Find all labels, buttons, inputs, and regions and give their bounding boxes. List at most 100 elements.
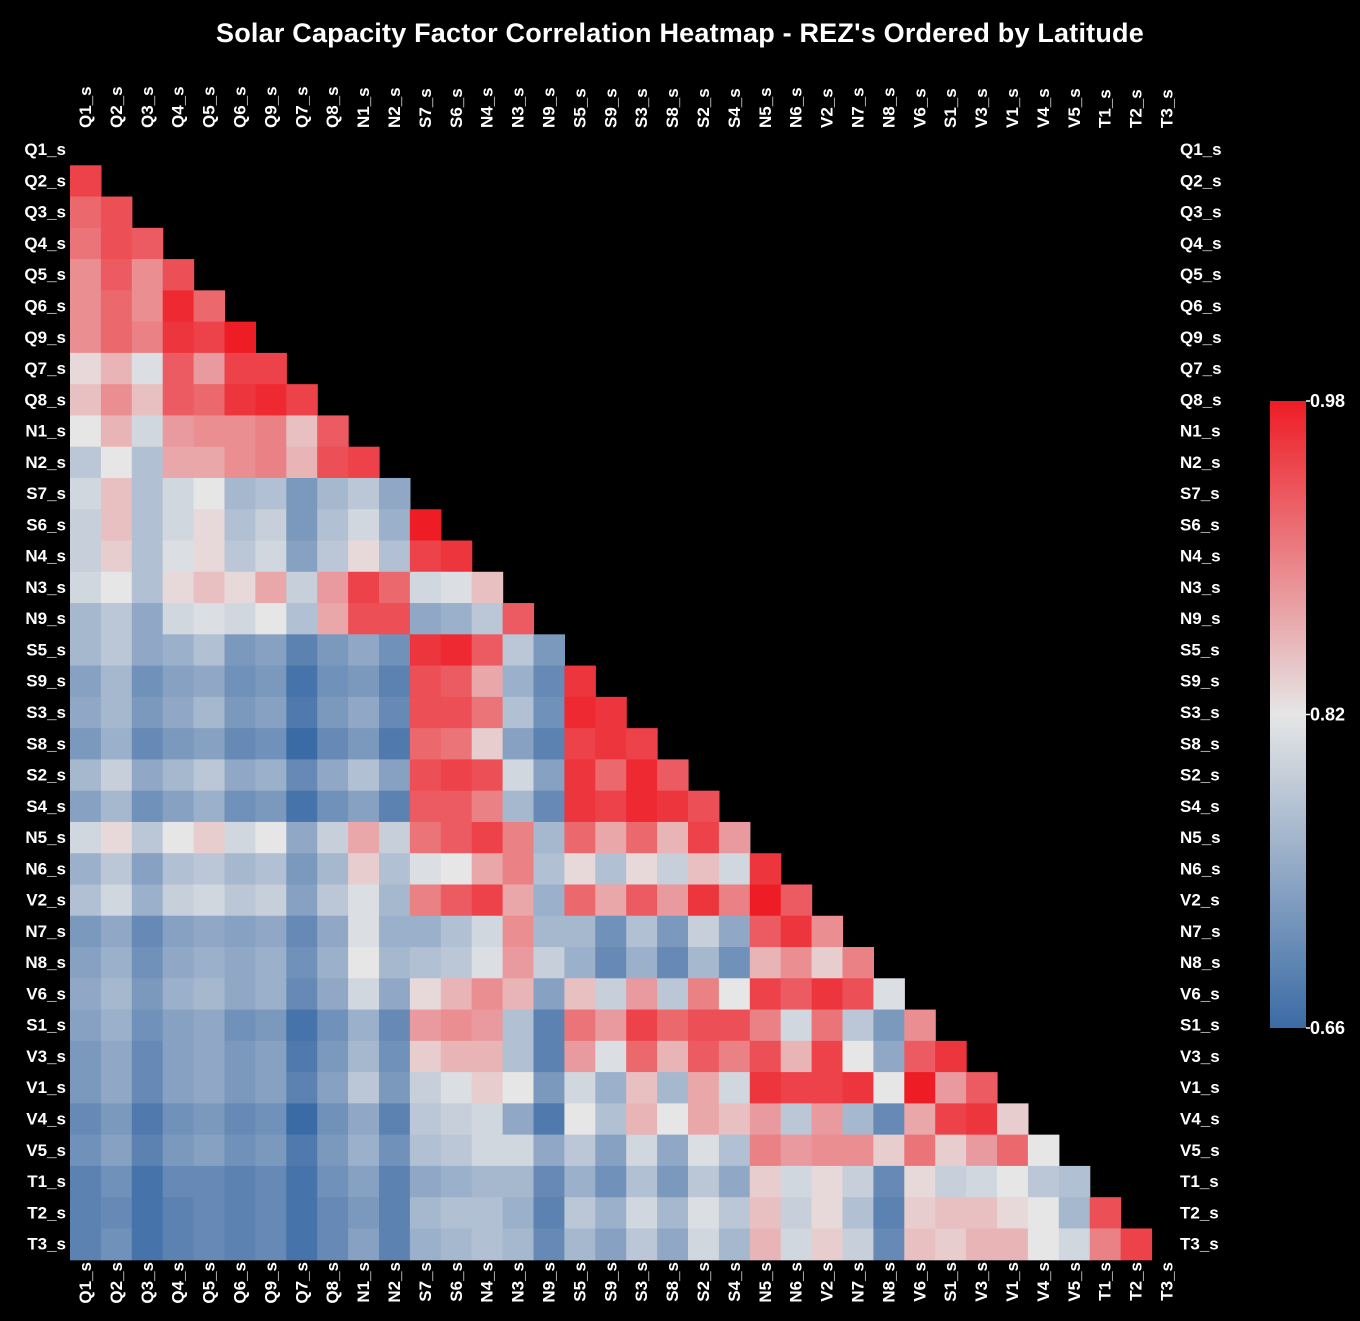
heatmap-cell-V2_s-Q8_s [317,884,349,917]
heatmap-cell-T1_s-N5_s [749,1165,782,1198]
heatmap-cell-S6_s-Q8_s [317,509,349,542]
heatmap-cell-V5_s-V6_s [904,1134,936,1167]
heatmap-cell-S8_s-N3_s [502,728,535,760]
heatmap-cell-V5_s-V1_s [997,1134,1029,1167]
heatmap-cell-S5_s-S6_s [440,634,473,667]
heatmap-cell-S2_s-N1_s [348,759,380,792]
y-tick-label-right-V1_s: V1_s [1180,1078,1220,1097]
y-tick-label-right-T1_s: T1_s [1180,1172,1219,1191]
heatmap-cell-S4_s-S7_s [409,790,442,823]
heatmap-cell-V1_s-S4_s [718,1072,751,1104]
heatmap-cell-N1_s-Q9_s [255,415,287,448]
x-tick-label-bottom-S3_s: S3_s [632,1262,651,1302]
heatmap-cell-V1_s-N3_s [502,1072,535,1104]
heatmap-cell-N7_s-S4_s [718,915,751,948]
heatmap-cell-V1_s-Q9_s [255,1072,287,1104]
heatmap-cell-N3_s-N4_s [471,571,504,604]
heatmap-cell-T2_s-V4_s [1027,1197,1060,1230]
heatmap-cell-N3_s-S6_s [440,571,473,604]
heatmap-cell-S3_s-Q2_s [100,696,133,729]
heatmap-cell-V2_s-Q2_s [100,884,133,917]
heatmap-cell-N7_s-N9_s [533,915,565,948]
heatmap-cell-V1_s-S1_s [935,1072,967,1104]
heatmap-cell-S1_s-S2_s [688,1009,720,1042]
heatmap-cell-V5_s-S5_s [564,1134,596,1167]
x-tick-label-bottom-V5_s: V5_s [1065,1262,1084,1302]
heatmap-cell-Q8_s-Q2_s [100,384,133,417]
heatmap-cell-T2_s-V3_s [966,1197,998,1230]
x-tick-label-top-T1_s: T1_s [1096,89,1115,128]
heatmap-cell-S7_s-Q8_s [317,477,349,510]
heatmap-cell-V3_s-S7_s [409,1040,442,1073]
heatmap-cell-Q7_s-Q3_s [131,352,164,385]
heatmap-cell-V1_s-V2_s [811,1072,844,1104]
heatmap-cell-N2_s-Q3_s [131,446,164,479]
heatmap-cell-N6_s-Q2_s [100,853,133,886]
heatmap-cell-V3_s-N9_s [533,1040,565,1073]
heatmap-cell-S6_s-Q9_s [255,509,287,542]
heatmap-cell-T3_s-Q5_s [193,1228,226,1261]
heatmap-cell-N8_s-Q5_s [193,947,226,979]
x-tick-label-top-V1_s: V1_s [1003,88,1022,128]
y-tick-label-right-V2_s: V2_s [1180,891,1220,910]
heatmap-cell-V3_s-Q4_s [162,1040,195,1073]
x-tick-label-bottom-N7_s: N7_s [848,1262,867,1303]
y-tick-label-left-N4_s: N4_s [25,547,66,566]
heatmap-cell-N6_s-Q1_s [70,853,102,886]
y-tick-label-left-Q3_s: Q3_s [24,203,66,222]
heatmap-cell-S3_s-N1_s [348,696,380,729]
heatmap-cell-T3_s-N7_s [842,1228,874,1261]
heatmap-cell-N6_s-S9_s [595,853,627,886]
heatmap-cell-T2_s-N8_s [873,1197,905,1230]
heatmap-cell-S2_s-S3_s [626,759,658,792]
heatmap-cell-Q6_s-Q1_s [70,290,102,323]
heatmap-cell-Q7_s-Q9_s [255,352,287,385]
heatmap-cell-S9_s-Q2_s [100,665,133,698]
x-tick-label-top-N3_s: N3_s [509,87,528,128]
heatmap-cell-N8_s-Q1_s [70,947,102,979]
heatmap-cell-V6_s-N4_s [471,978,504,1011]
x-tick-label-top-T3_s: T3_s [1157,89,1176,128]
heatmap-cell-T1_s-N2_s [379,1165,411,1198]
x-axis-bottom-labels: Q1_s Q2_s Q3_s Q4_s Q5_s Q6_s Q9_s Q7_s Q8_s N1_s… [76,1262,1176,1304]
heatmap-cell-S8_s-Q7_s [286,728,318,760]
heatmap-cell-S1_s-N1_s [348,1009,380,1042]
heatmap-cell-N1_s-Q1_s [70,415,102,448]
heatmap-cell-S3_s-Q6_s [224,696,256,729]
heatmap-cell-N7_s-N1_s [348,915,380,948]
heatmap-cell-N8_s-N4_s [471,947,504,979]
heatmap-cell-Q6_s-Q5_s [193,290,226,323]
heatmap-cell-V6_s-V2_s [811,978,844,1011]
x-tick-label-top-S5_s: S5_s [570,88,589,128]
y-tick-label-right-N4_s: N4_s [1180,547,1221,566]
heatmap-cell-N7_s-Q9_s [255,915,287,948]
heatmap-cell-V1_s-V6_s [904,1072,936,1104]
heatmap-cell-S2_s-Q4_s [162,759,195,792]
heatmap-cell-N3_s-Q6_s [224,571,256,604]
heatmap-cell-Q6_s-Q2_s [100,290,133,323]
heatmap-cell-T1_s-V5_s [1058,1165,1091,1198]
x-tick-label-top-S4_s: S4_s [725,88,744,128]
y-tick-label-left-N9_s: N9_s [25,609,66,628]
heatmap-cell-V3_s-N1_s [348,1040,380,1073]
heatmap-cell-S7_s-Q1_s [70,477,102,510]
heatmap-cell-T3_s-V1_s [997,1228,1029,1261]
heatmap-cell-T1_s-Q6_s [224,1165,256,1198]
heatmap-cell-T3_s-N3_s [502,1228,535,1261]
x-tick-label-top-N7_s: N7_s [848,87,867,128]
heatmap-cell-V4_s-N3_s [502,1103,535,1136]
y-tick-label-right-V5_s: V5_s [1180,1141,1220,1160]
x-tick-label-bottom-Q8_s: Q8_s [323,1262,342,1304]
heatmap-cell-T1_s-S9_s [595,1165,627,1198]
heatmap-cell-V1_s-S3_s [626,1072,658,1104]
x-tick-label-bottom-S9_s: S9_s [601,1262,620,1302]
heatmap-cell-N3_s-Q4_s [162,571,195,604]
heatmap-cell-T1_s-V6_s [904,1165,936,1198]
heatmap-cell-N7_s-S8_s [657,915,689,948]
heatmap-cell-S3_s-S5_s [564,696,596,729]
heatmap-cell-S7_s-Q6_s [224,477,256,510]
heatmap-cell-V3_s-N6_s [780,1040,813,1073]
heatmap-cell-N6_s-Q4_s [162,853,195,886]
heatmap-cell-V3_s-N7_s [842,1040,874,1073]
heatmap-cell-V3_s-S5_s [564,1040,596,1073]
